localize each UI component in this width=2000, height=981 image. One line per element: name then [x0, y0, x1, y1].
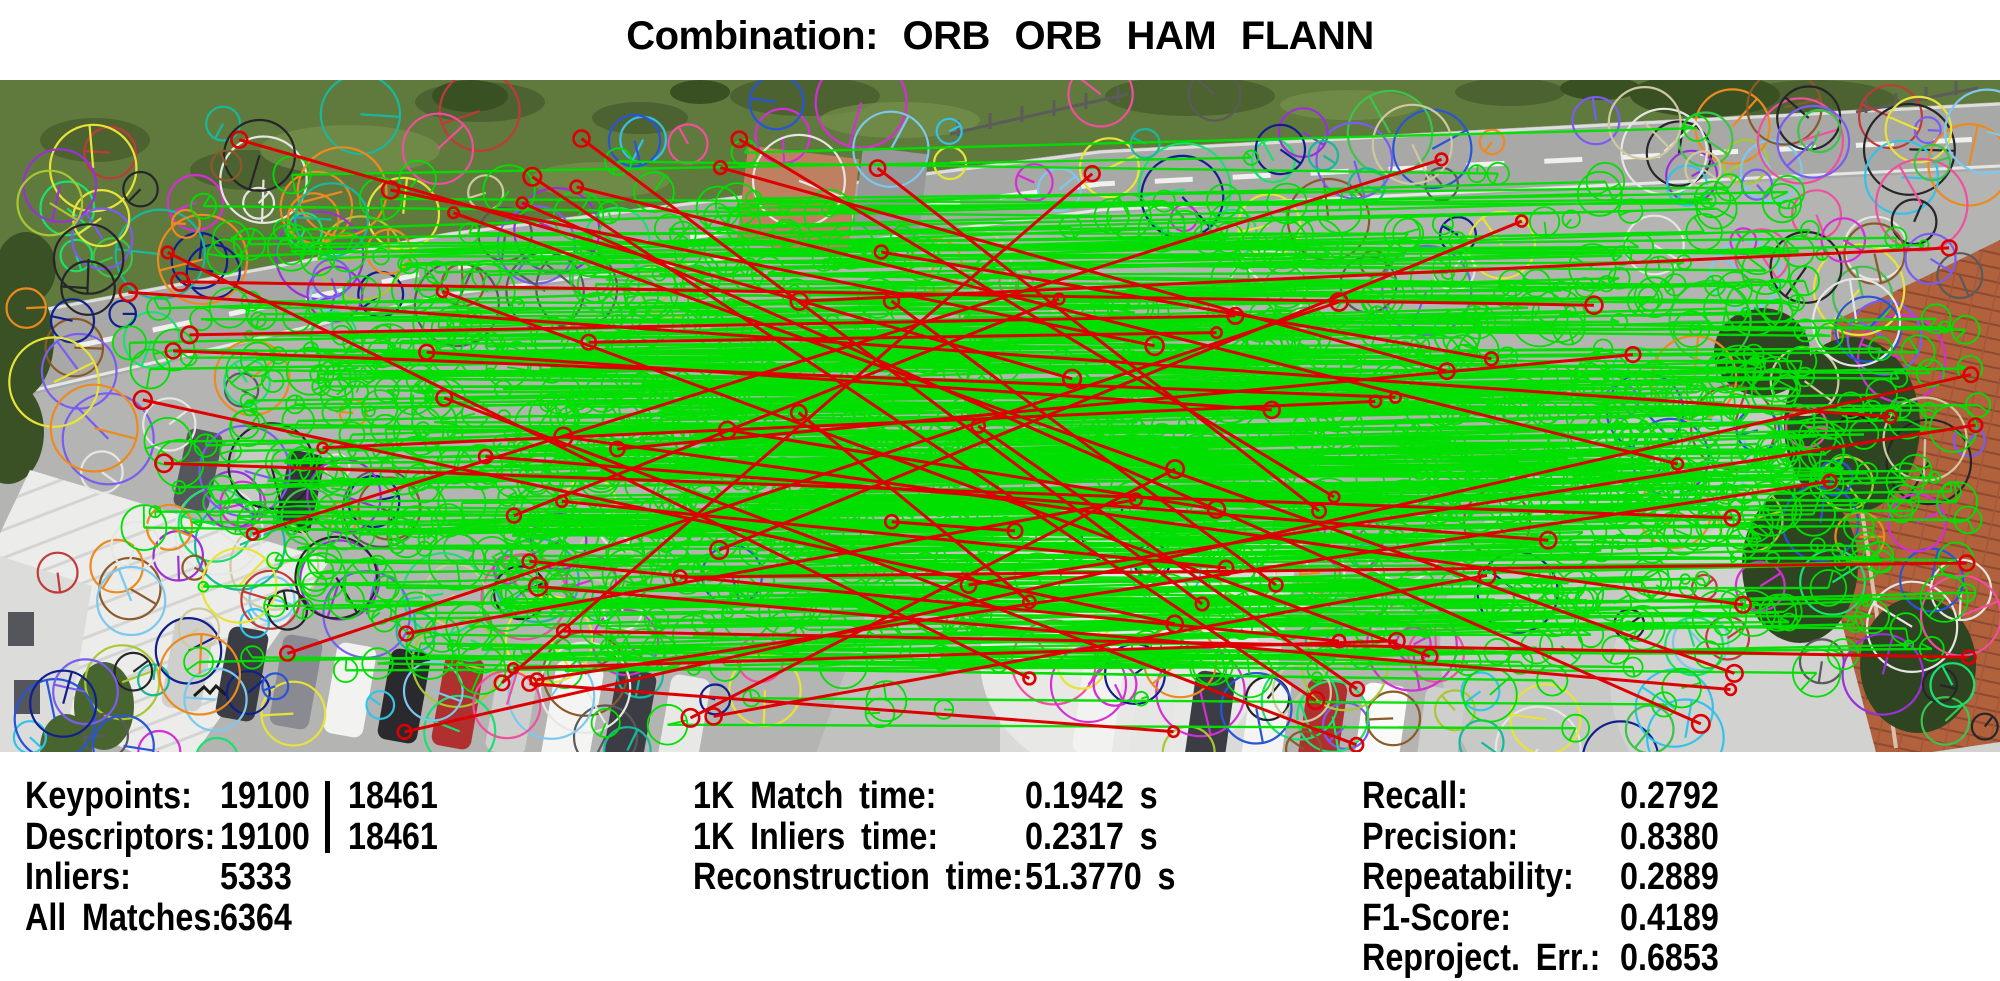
- outlier-matches: [118, 129, 1984, 752]
- window: [8, 612, 34, 646]
- combination-title: Combination: ORB ORB HAM FLANN: [626, 14, 1374, 58]
- match-overlay: [5, 80, 2000, 752]
- trees-left: [0, 232, 56, 484]
- bird: [192, 683, 228, 698]
- road: [0, 102, 2000, 402]
- grass-strip: [0, 80, 2000, 316]
